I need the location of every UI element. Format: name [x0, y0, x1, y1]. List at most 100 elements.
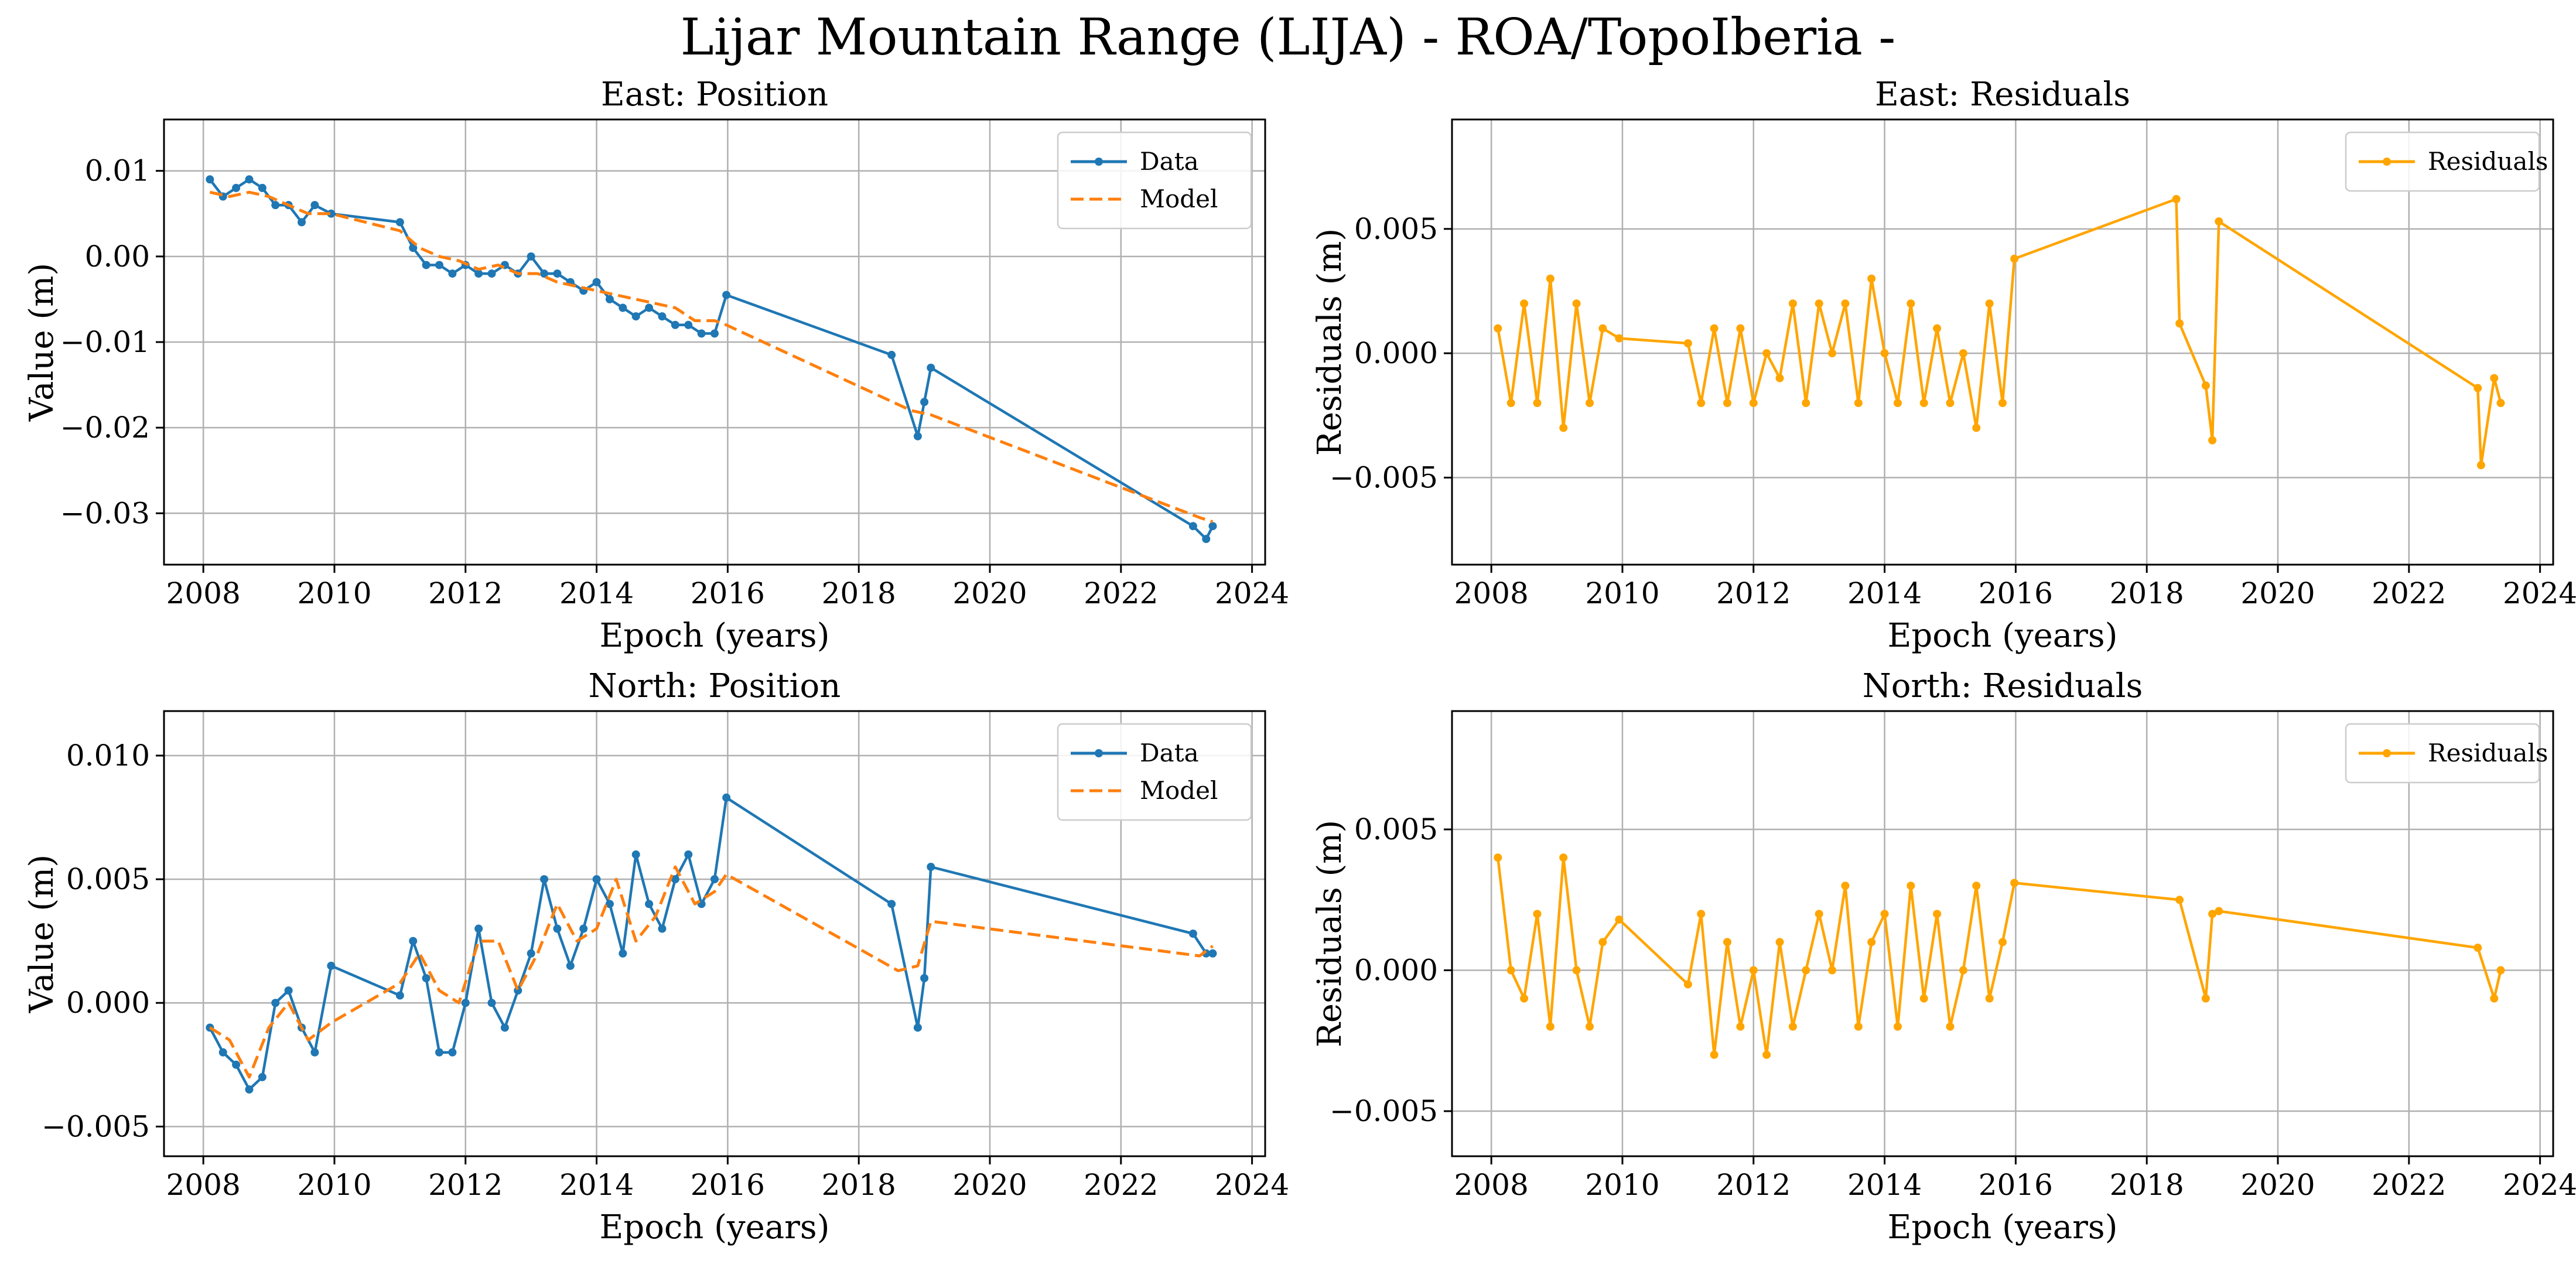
plot-area	[206, 793, 1217, 1094]
data-point	[1893, 1022, 1902, 1031]
data-point	[2172, 194, 2181, 203]
data-point	[1802, 399, 1810, 408]
x-tick-label: 2020	[952, 1168, 1027, 1202]
y-tick-label: −0.02	[60, 411, 150, 445]
data-point	[1907, 299, 1915, 308]
data-point	[1998, 938, 2007, 947]
x-tick-label: 2008	[1454, 576, 1529, 610]
data-point	[1736, 1022, 1745, 1031]
data-point	[2208, 436, 2217, 445]
data-point	[1683, 339, 1692, 348]
data-point	[1586, 1022, 1594, 1031]
x-tick-label: 2010	[297, 576, 371, 610]
data-point	[2175, 896, 2184, 904]
data-point	[435, 1048, 443, 1057]
y-tick-label: 0.005	[1354, 812, 1438, 846]
data-point	[1188, 930, 1197, 938]
data-point	[553, 269, 562, 278]
data-point	[1572, 966, 1581, 975]
data-point	[2215, 907, 2223, 915]
y-tick-label: −0.005	[1330, 1094, 1438, 1128]
data-point	[1208, 949, 1217, 958]
panel-north-position: North: Position 2008 2010 2012 2014 2016 2018 2…	[0, 662, 1289, 1253]
series-line-residuals	[1497, 197, 2502, 467]
data-point	[218, 1048, 227, 1057]
x-tick-label: 2020	[2240, 576, 2315, 610]
data-point	[1880, 349, 1889, 358]
data-point	[1697, 399, 1706, 408]
data-point	[1697, 910, 1706, 918]
data-point	[913, 432, 922, 440]
data-point	[1736, 324, 1745, 333]
data-point	[631, 850, 640, 859]
data-point	[327, 961, 336, 970]
data-point	[1598, 938, 1607, 947]
data-point	[920, 974, 929, 982]
data-point	[645, 303, 654, 312]
data-point	[2490, 374, 2499, 382]
data-point	[2201, 381, 2210, 390]
legend-box	[2345, 723, 2540, 784]
data-point	[232, 183, 241, 192]
data-point	[284, 986, 293, 995]
data-point	[2496, 966, 2505, 975]
data-point	[1907, 882, 1915, 890]
data-point	[422, 974, 431, 982]
data-point	[1854, 1022, 1863, 1031]
data-point	[1946, 1022, 1955, 1031]
data-point	[2010, 254, 2019, 263]
data-point	[1959, 966, 1967, 975]
data-point	[1998, 399, 2007, 408]
series-line-data	[209, 178, 1214, 541]
data-point	[1815, 299, 1823, 308]
data-point	[913, 1023, 922, 1032]
series-line-residuals	[1497, 856, 2502, 1057]
y-tick-label: −0.005	[42, 1109, 150, 1143]
data-point	[232, 1060, 241, 1069]
x-tick-label: 2012	[1716, 576, 1791, 610]
y-tick-label: 0.005	[66, 862, 150, 896]
x-tick-label: 2020	[952, 576, 1027, 610]
data-point	[1506, 399, 1515, 408]
data-point	[258, 183, 267, 192]
plot-area	[206, 175, 1217, 544]
chart-east-residuals: East: Residuals 2008 2010 2012 2014 2016 2018 2…	[1311, 76, 2576, 655]
data-point	[722, 291, 731, 299]
data-point	[448, 269, 457, 278]
data-point	[1533, 399, 1542, 408]
y-axis-label: Value (m)	[23, 263, 61, 422]
data-point	[671, 320, 679, 329]
data-point	[887, 900, 896, 908]
data-point	[658, 924, 667, 933]
data-point	[645, 900, 654, 908]
legend-label: Residuals	[2428, 739, 2548, 767]
data-point	[1586, 399, 1594, 408]
data-point	[395, 991, 404, 1000]
data-point	[1775, 374, 1784, 382]
x-tick-label: 2016	[1979, 1168, 2053, 1202]
x-tick-label: 2014	[559, 576, 634, 610]
y-axis-label: Residuals (m)	[1311, 820, 1349, 1048]
panel-east-residuals: East: Residuals 2008 2010 2012 2014 2016 2018 2…	[1288, 70, 2576, 662]
data-point	[566, 961, 575, 970]
x-axis-label: Epoch (years)	[1887, 617, 2117, 655]
data-point	[619, 303, 627, 312]
y-axis-label: Residuals (m)	[1311, 228, 1349, 456]
data-point	[2175, 319, 2184, 328]
x-tick-label: 2012	[1716, 1168, 1791, 1202]
figure-title: Lijar Mountain Range (LIJA) - ROA/TopoIb…	[680, 8, 1896, 67]
data-point	[1188, 522, 1197, 531]
y-tick-label: 0.01	[85, 154, 150, 188]
data-point	[927, 363, 935, 372]
data-point	[1880, 910, 1889, 918]
grid	[1452, 119, 2553, 565]
data-point	[1533, 910, 1542, 918]
data-point	[1841, 882, 1850, 890]
data-point	[1788, 1022, 1797, 1031]
data-point	[1723, 399, 1731, 408]
data-point	[1841, 299, 1850, 308]
x-tick-label: 2022	[1084, 1168, 1158, 1202]
data-point	[1867, 938, 1876, 947]
data-point	[1683, 980, 1692, 989]
data-point	[1615, 334, 1624, 343]
